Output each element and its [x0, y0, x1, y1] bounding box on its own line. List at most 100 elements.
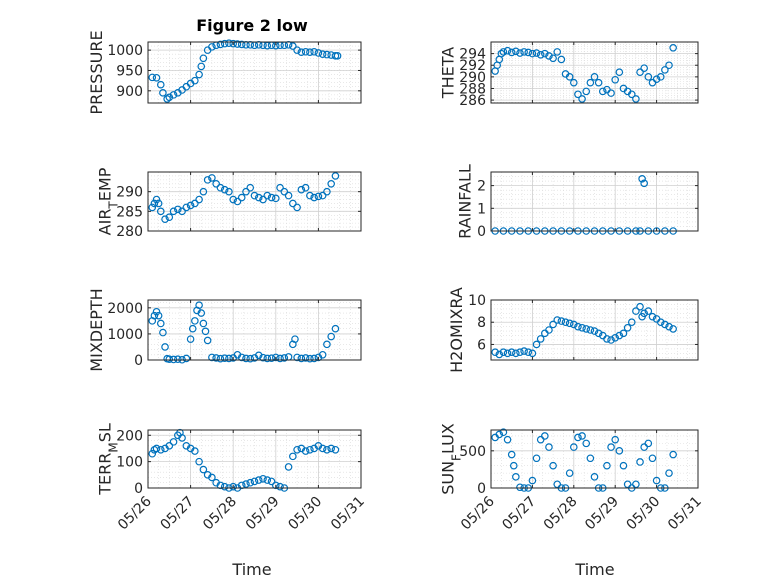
- y-tick-label: 900: [116, 84, 143, 100]
- data-point: [259, 353, 267, 362]
- y-tick-label: 2: [477, 179, 486, 195]
- data-point: [182, 354, 191, 363]
- data-point: [524, 348, 533, 357]
- data-point: [507, 48, 516, 57]
- data-point: [191, 317, 199, 325]
- data-point: [524, 48, 533, 57]
- y-tick-label: 290: [459, 70, 486, 86]
- data-point: [545, 52, 553, 60]
- data-point: [611, 75, 620, 84]
- data-point: [586, 454, 595, 463]
- data-point: [271, 194, 280, 203]
- data-point: [607, 336, 615, 344]
- data-point: [246, 183, 255, 192]
- y-tick-label: 200: [116, 428, 143, 444]
- data-point: [495, 430, 504, 439]
- data-point: [598, 87, 607, 96]
- data-point: [582, 325, 591, 333]
- y-tick-label: 285: [116, 204, 143, 220]
- data-point: [259, 195, 267, 204]
- x-tick-label: 05/27: [499, 494, 539, 534]
- axes-box: [147, 299, 362, 361]
- data-point: [182, 203, 191, 212]
- data-point: [280, 187, 289, 196]
- data-point: [203, 336, 212, 345]
- data-point: [267, 477, 276, 486]
- data-point: [603, 335, 611, 343]
- data-point: [586, 326, 595, 334]
- data-point: [331, 324, 340, 333]
- data-point: [220, 39, 229, 48]
- data-point: [216, 481, 225, 490]
- data-point: [607, 89, 615, 97]
- data-point: [541, 49, 549, 58]
- data-point: [150, 311, 159, 320]
- data-point: [242, 480, 250, 488]
- data-point: [644, 307, 653, 315]
- data-point: [536, 335, 545, 343]
- data-point: [271, 481, 280, 490]
- x-tick-label: 05/28: [200, 494, 240, 534]
- data-point: [154, 311, 163, 320]
- data-point: [165, 93, 174, 102]
- data-point: [640, 64, 648, 72]
- y-tick-label: 10: [468, 293, 486, 309]
- data-point: [331, 445, 340, 454]
- y-tick-label: 0: [134, 481, 143, 497]
- data-point: [536, 435, 545, 444]
- data-point: [233, 40, 242, 48]
- x-tick-label: 05/29: [243, 494, 283, 534]
- data-point: [195, 70, 203, 79]
- data-point: [148, 203, 157, 212]
- data-point: [545, 326, 553, 334]
- data-point: [301, 47, 310, 56]
- data-point: [582, 439, 591, 448]
- data-point: [208, 174, 216, 182]
- data-point: [161, 215, 169, 224]
- y-tick-label: 1: [477, 201, 486, 217]
- data-point: [254, 476, 263, 484]
- data-point: [237, 481, 246, 490]
- data-point: [590, 473, 599, 481]
- data-point: [323, 187, 331, 196]
- data-point: [632, 95, 640, 103]
- data-point: [669, 450, 677, 459]
- y-tick-label: 2000: [107, 301, 143, 317]
- data-point: [220, 185, 229, 194]
- data-point: [220, 482, 229, 491]
- data-point: [569, 78, 578, 87]
- data-point: [607, 443, 615, 451]
- data-point: [306, 191, 314, 200]
- data-point: [638, 175, 646, 183]
- data-point: [178, 434, 186, 442]
- data-point: [314, 192, 323, 201]
- data-point: [237, 193, 246, 202]
- y-axis-label: THETA: [439, 47, 458, 99]
- data-point: [152, 307, 161, 316]
- data-point: [148, 73, 157, 82]
- data-point: [499, 348, 508, 357]
- y-axis-label: SUNFLUX: [439, 423, 464, 495]
- data-point: [276, 183, 284, 192]
- data-point: [318, 50, 327, 59]
- data-point: [528, 476, 537, 485]
- data-point: [611, 333, 620, 342]
- data-point: [652, 476, 661, 485]
- data-point: [636, 302, 644, 311]
- data-point: [291, 335, 299, 343]
- data-point: [318, 191, 327, 200]
- data-point: [306, 354, 314, 363]
- plot-area: [491, 172, 698, 231]
- data-point: [512, 473, 520, 481]
- data-point: [254, 193, 263, 202]
- y-tick-label: 100: [116, 455, 143, 471]
- data-point: [233, 197, 242, 206]
- data-point: [532, 454, 541, 463]
- data-point: [541, 432, 549, 440]
- data-point: [516, 348, 524, 357]
- data-point: [301, 354, 310, 362]
- data-point: [195, 195, 203, 204]
- data-point: [306, 48, 314, 56]
- y-tick-label: 280: [116, 224, 143, 240]
